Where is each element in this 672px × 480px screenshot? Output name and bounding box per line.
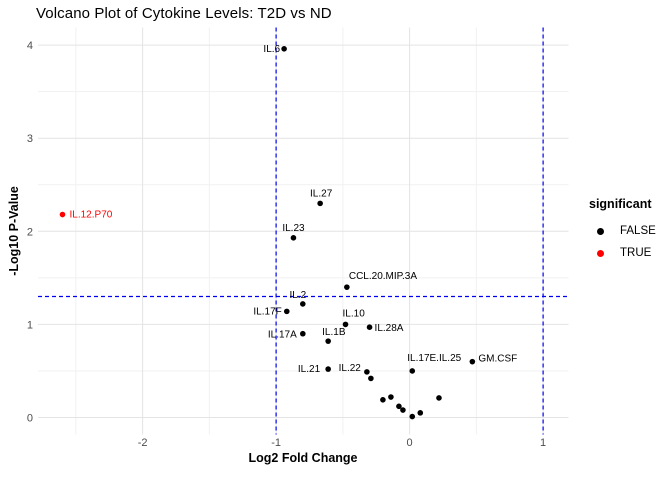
- data-point: [366, 324, 373, 330]
- data-point: [283, 308, 290, 315]
- legend-item-false: FALSE: [588, 220, 656, 242]
- data-point: [436, 395, 442, 401]
- legend-item-true: TRUE: [588, 242, 656, 264]
- data-point-label: IL.2: [289, 290, 306, 301]
- data-point: [281, 46, 287, 52]
- data-point: [396, 403, 402, 410]
- data-point-label: IL.23: [282, 223, 305, 234]
- data-point-label: IL.17A: [268, 330, 297, 341]
- data-point: [469, 358, 476, 365]
- data-point: [364, 369, 370, 375]
- data-point: [300, 301, 306, 307]
- data-point: [317, 200, 323, 207]
- data-point: [59, 211, 66, 218]
- data-point: [388, 394, 394, 400]
- legend-title: significant: [589, 197, 652, 211]
- x-tick-label: -2: [138, 437, 148, 449]
- y-tick-label: 1: [27, 319, 33, 331]
- y-tick-label: 4: [27, 40, 33, 52]
- legend: significant FALSE TRUE: [588, 197, 656, 264]
- data-point: [409, 413, 416, 420]
- data-point: [380, 397, 386, 403]
- legend-label-true: TRUE: [620, 247, 652, 259]
- y-tick-label: 0: [27, 413, 33, 425]
- data-point-label: IL.22: [339, 363, 362, 374]
- x-tick-label: 1: [540, 437, 546, 449]
- plot-title: Volcano Plot of Cytokine Levels: T2D vs …: [36, 5, 332, 22]
- data-point-label: IL.21: [298, 364, 321, 375]
- data-point-label: CCL.20.MIP.3A: [349, 271, 418, 282]
- x-axis-title: Log2 Fold Change: [248, 451, 358, 465]
- data-point: [409, 368, 416, 374]
- data-point: [368, 375, 374, 382]
- data-point-label: IL.6: [263, 44, 280, 55]
- data-point: [325, 338, 331, 344]
- data-point-label: IL.28A: [375, 323, 404, 334]
- data-point-label: IL.27: [310, 188, 333, 199]
- data-point-label: IL.10: [343, 308, 366, 319]
- data-point: [325, 366, 331, 372]
- data-point: [400, 407, 406, 413]
- data-point: [342, 321, 349, 328]
- data-point: [344, 284, 350, 290]
- legend-dot-false-icon: [597, 227, 604, 235]
- data-point: [290, 235, 297, 241]
- data-point-label: IL.17E.IL.25: [407, 353, 461, 364]
- data-point: [300, 330, 306, 337]
- y-tick-label: 2: [27, 226, 33, 238]
- data-point-label: IL.12.P70: [70, 210, 113, 221]
- x-tick-label: -1: [271, 437, 281, 449]
- legend-dot-true-icon: [597, 249, 604, 257]
- y-tick-label: 3: [27, 133, 33, 145]
- legend-label-false: FALSE: [620, 225, 656, 237]
- y-axis-title: -Log10 P-Value: [7, 186, 21, 276]
- x-tick-label: 0: [407, 437, 413, 449]
- data-point-label: IL.1B: [322, 327, 346, 338]
- data-point-label: IL.17F: [253, 306, 281, 317]
- data-point: [417, 410, 424, 416]
- data-point-label: GM.CSF: [478, 354, 517, 365]
